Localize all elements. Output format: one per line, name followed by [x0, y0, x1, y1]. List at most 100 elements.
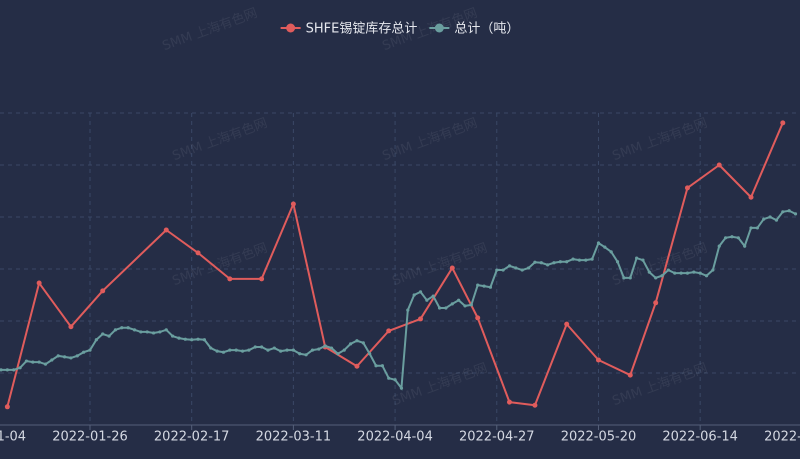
- point-marker: [476, 283, 480, 287]
- series-line-segment: [102, 229, 167, 292]
- point-marker: [755, 226, 759, 230]
- point-marker: [234, 348, 238, 352]
- series-line-segment: [686, 164, 720, 189]
- point-marker: [546, 263, 550, 267]
- point-marker: [202, 338, 207, 342]
- point-marker: [37, 360, 41, 364]
- point-marker: [12, 368, 16, 372]
- point-marker: [774, 218, 779, 222]
- point-marker: [31, 360, 35, 364]
- point-marker: [558, 260, 562, 264]
- point-marker: [565, 260, 569, 264]
- series-line-segment: [356, 330, 390, 367]
- point-marker: [69, 356, 73, 360]
- point-marker: [723, 236, 728, 240]
- point-marker: [266, 348, 270, 352]
- point-marker: [253, 345, 257, 349]
- point-marker: [507, 264, 512, 268]
- series-line-segment: [324, 346, 358, 368]
- point-marker: [190, 338, 194, 342]
- series-line-segment: [451, 267, 479, 319]
- x-tick-label: 2022-04-27: [459, 430, 535, 445]
- point-marker: [145, 330, 149, 334]
- legend-item: SHFE锡锭库存总计: [280, 21, 417, 37]
- point-marker: [787, 209, 791, 213]
- point-marker: [279, 349, 283, 353]
- point-marker: [323, 344, 327, 348]
- point-marker: [317, 347, 321, 351]
- point-marker: [374, 364, 378, 368]
- point-marker: [68, 324, 74, 330]
- series-line-segment: [565, 323, 600, 361]
- point-marker: [50, 358, 54, 362]
- point-marker: [393, 378, 397, 382]
- point-marker: [355, 339, 359, 343]
- point-marker: [195, 250, 201, 256]
- point-marker: [24, 359, 29, 363]
- point-marker: [736, 236, 740, 240]
- legend-symbol: [286, 23, 296, 33]
- point-marker: [342, 348, 346, 352]
- point-marker: [679, 271, 683, 275]
- point-marker: [290, 201, 296, 207]
- point-marker: [533, 260, 537, 264]
- point-marker: [221, 350, 226, 354]
- point-marker: [673, 271, 677, 275]
- point-marker: [641, 258, 645, 262]
- legend-item: 总计（吨）: [429, 22, 519, 37]
- point-marker: [431, 294, 435, 298]
- point-marker: [107, 334, 111, 338]
- point-marker: [399, 386, 404, 390]
- point-marker: [514, 266, 518, 270]
- x-tick-label: 2022-02-17: [154, 430, 230, 445]
- point-marker: [716, 162, 722, 168]
- point-marker: [291, 348, 295, 352]
- point-marker: [75, 354, 79, 358]
- point-marker: [595, 357, 601, 363]
- point-marker: [730, 235, 734, 239]
- point-marker: [666, 268, 670, 272]
- point-marker: [348, 342, 353, 346]
- series-line-segment: [476, 317, 511, 403]
- point-marker: [628, 276, 632, 280]
- series-line-segment: [165, 229, 199, 254]
- point-marker: [743, 244, 747, 248]
- point-marker: [684, 185, 690, 191]
- x-tick-label: 2022-04-04: [357, 430, 433, 445]
- series-line-segment: [750, 122, 784, 198]
- point-marker: [139, 330, 143, 334]
- point-marker: [692, 270, 696, 274]
- point-marker: [698, 271, 702, 275]
- point-marker: [506, 399, 512, 405]
- point-marker: [653, 300, 659, 306]
- point-marker: [18, 366, 22, 370]
- point-marker: [463, 304, 467, 308]
- point-marker: [163, 227, 169, 233]
- point-marker: [444, 306, 448, 310]
- point-marker: [660, 274, 664, 278]
- point-marker: [539, 261, 543, 265]
- point-marker: [94, 338, 98, 342]
- series-line-segment: [654, 187, 689, 304]
- point-marker: [482, 284, 486, 288]
- x-tick-label: 2022-01-26: [52, 430, 128, 445]
- series-line-segment: [197, 252, 231, 280]
- plot: [0, 120, 798, 410]
- point-marker: [228, 348, 232, 352]
- point-marker: [151, 331, 156, 335]
- point-marker: [101, 332, 105, 336]
- legend: SHFE锡锭库存总计 总计（吨）: [280, 21, 519, 37]
- point-marker: [183, 337, 187, 341]
- x-tick-label: 2022-07-06: [764, 430, 800, 445]
- point-marker: [354, 363, 360, 369]
- point-marker: [622, 276, 626, 280]
- point-marker: [704, 274, 709, 278]
- point-marker: [209, 346, 213, 350]
- point-marker: [647, 270, 651, 274]
- point-marker: [577, 258, 582, 262]
- point-marker: [196, 337, 200, 341]
- point-marker: [247, 348, 251, 352]
- point-marker: [520, 268, 524, 272]
- point-marker: [304, 353, 308, 357]
- point-marker: [113, 328, 118, 332]
